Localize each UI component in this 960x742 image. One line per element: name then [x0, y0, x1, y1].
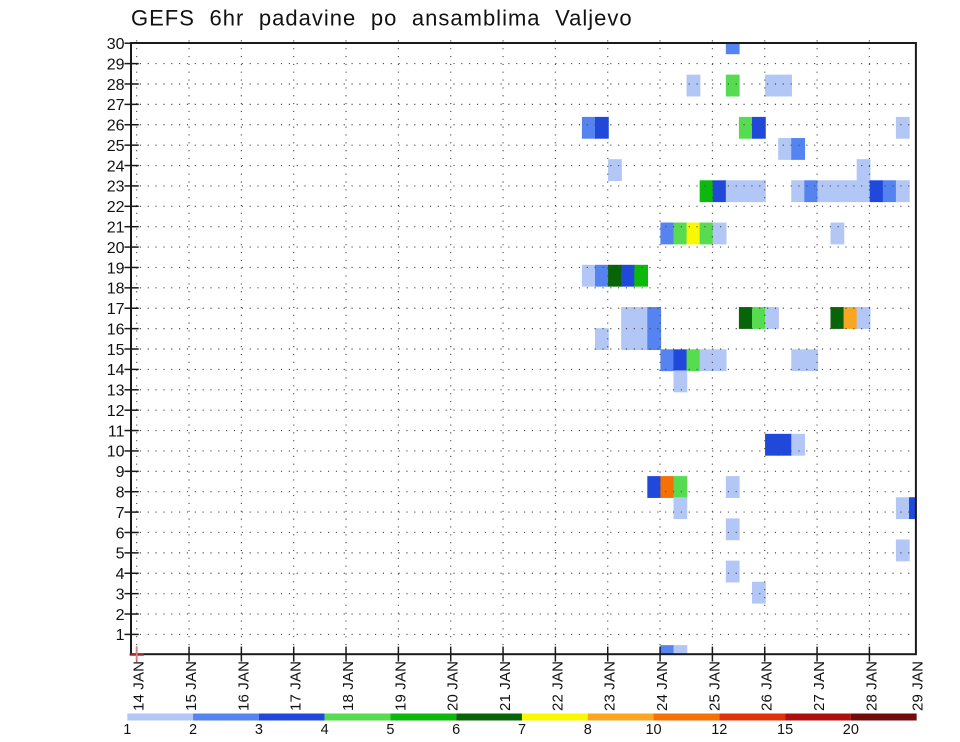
- svg-text:1: 1: [116, 627, 125, 644]
- svg-text:20 JAN: 20 JAN: [445, 661, 462, 711]
- svg-text:4: 4: [321, 722, 329, 738]
- svg-text:25: 25: [107, 138, 125, 155]
- svg-text:28: 28: [107, 77, 125, 94]
- svg-text:11: 11: [108, 423, 125, 440]
- svg-text:7: 7: [518, 722, 526, 738]
- svg-text:18: 18: [107, 281, 125, 298]
- svg-text:29 JAN: 29 JAN: [909, 661, 926, 711]
- svg-text:5: 5: [116, 546, 125, 563]
- svg-text:7: 7: [116, 505, 125, 522]
- svg-text:2: 2: [116, 607, 125, 624]
- svg-text:3: 3: [116, 586, 125, 603]
- svg-text:26 JAN: 26 JAN: [759, 661, 776, 711]
- svg-text:27: 27: [107, 97, 125, 114]
- svg-text:16 JAN: 16 JAN: [235, 661, 252, 711]
- svg-text:19 JAN: 19 JAN: [392, 661, 409, 711]
- svg-text:22 JAN: 22 JAN: [549, 661, 566, 711]
- svg-text:16: 16: [107, 321, 125, 338]
- svg-text:12: 12: [711, 722, 727, 738]
- svg-text:30: 30: [107, 36, 125, 53]
- svg-text:17 JAN: 17 JAN: [288, 661, 305, 711]
- svg-text:14 JAN: 14 JAN: [131, 661, 148, 711]
- svg-text:26: 26: [107, 118, 125, 135]
- svg-text:GEFS 6hr padavine po ansamblim: GEFS 6hr padavine po ansamblima Valjevo: [131, 6, 633, 31]
- svg-text:29: 29: [107, 56, 125, 73]
- svg-text:5: 5: [386, 722, 394, 738]
- svg-text:24: 24: [107, 158, 125, 175]
- svg-text:4: 4: [116, 566, 125, 583]
- svg-text:19: 19: [107, 260, 125, 277]
- svg-text:1: 1: [123, 722, 131, 738]
- svg-text:10: 10: [645, 722, 661, 738]
- svg-text:8: 8: [116, 485, 125, 502]
- svg-text:13: 13: [107, 383, 125, 400]
- svg-text:25 JAN: 25 JAN: [706, 661, 723, 711]
- svg-text:23: 23: [107, 179, 125, 196]
- svg-text:28 JAN: 28 JAN: [863, 661, 880, 711]
- svg-text:15: 15: [777, 722, 793, 738]
- svg-text:2: 2: [189, 722, 197, 738]
- svg-text:18 JAN: 18 JAN: [340, 661, 357, 711]
- svg-text:15: 15: [107, 342, 125, 359]
- svg-text:22: 22: [107, 199, 125, 216]
- svg-text:8: 8: [584, 722, 592, 738]
- svg-text:3: 3: [255, 722, 263, 738]
- svg-text:27 JAN: 27 JAN: [811, 661, 828, 711]
- svg-text:15 JAN: 15 JAN: [183, 661, 200, 711]
- svg-text:20: 20: [107, 240, 125, 257]
- svg-text:6: 6: [452, 722, 460, 738]
- svg-text:12: 12: [107, 403, 125, 420]
- svg-text:9: 9: [116, 464, 125, 481]
- svg-text:14: 14: [107, 362, 125, 379]
- svg-text:21: 21: [107, 219, 125, 236]
- svg-text:21 JAN: 21 JAN: [497, 661, 514, 711]
- svg-text:10: 10: [107, 444, 125, 461]
- svg-text:6: 6: [116, 525, 125, 542]
- svg-text:24 JAN: 24 JAN: [654, 661, 671, 711]
- svg-text:20: 20: [843, 722, 859, 738]
- svg-text:17: 17: [107, 301, 125, 318]
- svg-text:23 JAN: 23 JAN: [602, 661, 619, 711]
